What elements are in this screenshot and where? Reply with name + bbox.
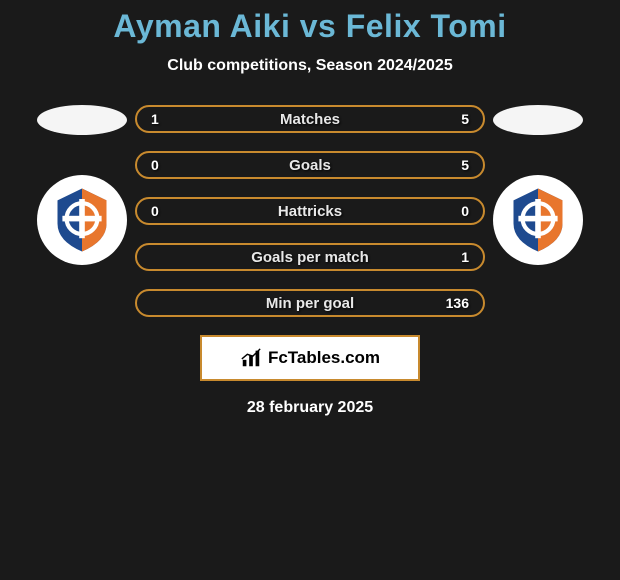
stat-value-right: 5 xyxy=(439,157,469,173)
stat-bar: Min per goal 136 xyxy=(135,289,485,317)
stat-label: Min per goal xyxy=(266,295,354,312)
stat-value-right: 5 xyxy=(439,111,469,127)
player-avatar-right xyxy=(493,105,583,135)
chart-icon xyxy=(240,347,262,369)
left-player-col xyxy=(37,105,127,265)
brand-box[interactable]: FcTables.com xyxy=(200,335,420,381)
stat-bar: 0 Hattricks 0 xyxy=(135,197,485,225)
page-title: Ayman Aiki vs Felix Tomi xyxy=(0,8,620,45)
stat-bar: Goals per match 1 xyxy=(135,243,485,271)
club-logo-icon xyxy=(503,185,573,255)
stat-value-left: 0 xyxy=(151,203,181,219)
stat-label: Matches xyxy=(280,111,340,128)
stat-bar: 1 Matches 5 xyxy=(135,105,485,133)
stat-label: Goals xyxy=(289,157,331,174)
brand-label: FcTables.com xyxy=(268,348,380,368)
date-label: 28 february 2025 xyxy=(0,399,620,417)
stat-value-right: 136 xyxy=(439,295,469,311)
stat-value-left: 1 xyxy=(151,111,181,127)
player-avatar-left xyxy=(37,105,127,135)
stats-column: 1 Matches 5 0 Goals 5 0 Hattricks 0 Goals per mat… xyxy=(135,105,485,317)
stat-value-left: 0 xyxy=(151,157,181,173)
stat-bar: 0 Goals 5 xyxy=(135,151,485,179)
content-row: 1 Matches 5 0 Goals 5 0 Hattricks 0 Goals per mat… xyxy=(0,105,620,317)
club-badge-right xyxy=(493,175,583,265)
stat-label: Goals per match xyxy=(251,249,369,266)
stat-value-right: 1 xyxy=(439,249,469,265)
club-badge-left xyxy=(37,175,127,265)
right-player-col xyxy=(493,105,583,265)
stat-label: Hattricks xyxy=(278,203,342,220)
comparison-card: Ayman Aiki vs Felix Tomi Club competitio… xyxy=(0,0,620,417)
club-logo-icon xyxy=(47,185,117,255)
subtitle: Club competitions, Season 2024/2025 xyxy=(0,57,620,75)
stat-value-right: 0 xyxy=(439,203,469,219)
